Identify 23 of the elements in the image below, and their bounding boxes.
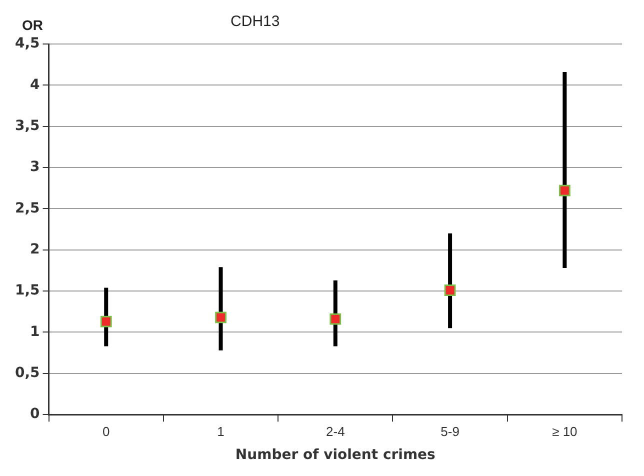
- y-tick-label: 3,5: [14, 118, 40, 134]
- x-tick-label: 5-9: [440, 424, 460, 439]
- y-tick-label: 1,5: [14, 282, 40, 299]
- point: [215, 312, 226, 324]
- chart-title: CDH13: [230, 13, 280, 30]
- x-axis-title: Number of violent crimes: [235, 447, 436, 464]
- y-tick-label: 0: [30, 406, 40, 422]
- y-tick-label: 1: [30, 324, 40, 340]
- y-tick-label: 2: [30, 242, 40, 258]
- x-tick-label: 2-4: [326, 424, 345, 439]
- y-tick-label: 3: [30, 159, 40, 176]
- y-tick-label: 2,5: [14, 200, 40, 216]
- y-tick-label: 0,5: [14, 365, 40, 382]
- y-axis-title: OR: [22, 17, 43, 33]
- x-tick-label: ≥ 10: [552, 424, 578, 439]
- y-tick-label: 4: [30, 76, 40, 93]
- x-tick-label: 1: [217, 424, 224, 439]
- point: [558, 184, 570, 196]
- point: [330, 313, 342, 325]
- x-tick-label: 0: [102, 424, 110, 439]
- y-tick-label: 4,5: [14, 36, 40, 52]
- point: [100, 316, 112, 328]
- point: [444, 284, 456, 296]
